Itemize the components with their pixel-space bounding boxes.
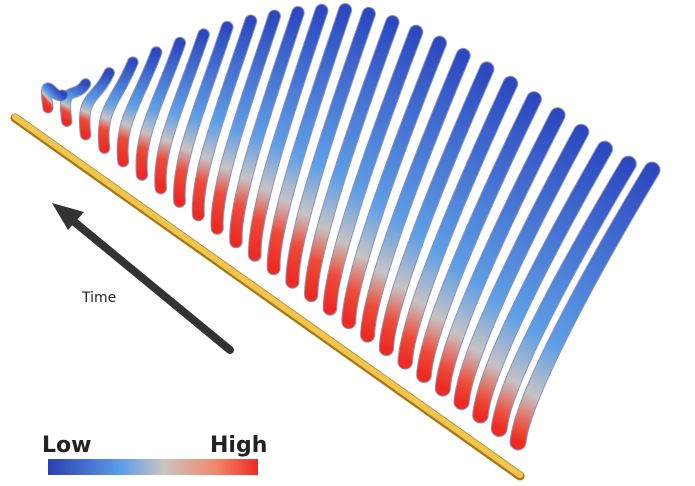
tubes (46, 10, 652, 442)
visualization: Time Low High (0, 0, 695, 486)
color-bar (48, 459, 258, 475)
low-label: Low (42, 433, 91, 458)
high-label: High (210, 433, 267, 458)
time-label: Time (81, 290, 116, 306)
time-arrow (72, 220, 230, 350)
